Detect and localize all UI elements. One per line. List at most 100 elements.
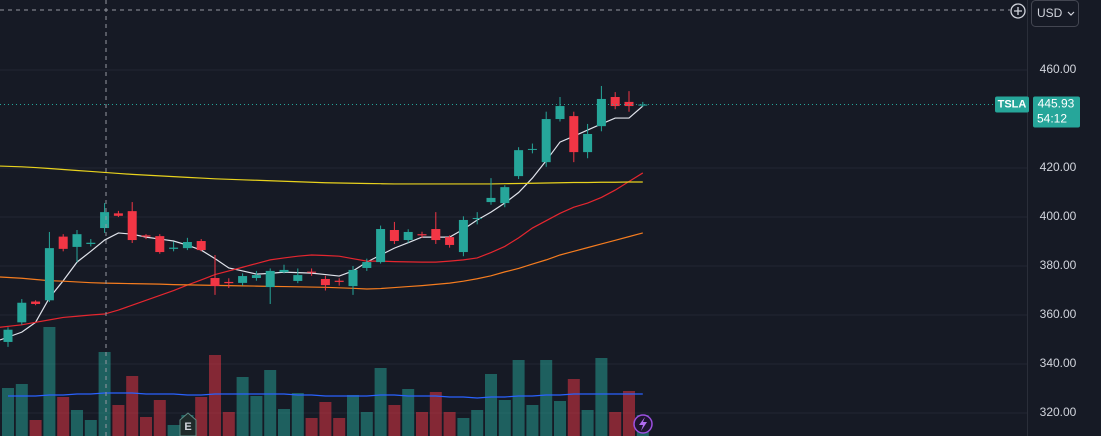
candle-body [348, 269, 358, 287]
moving-average-line [0, 172, 644, 328]
candle-body [155, 236, 165, 253]
volume-bar [71, 410, 83, 436]
y-tick-label: 380.00 [1040, 258, 1077, 272]
candle-body [376, 229, 386, 263]
volume-bar [43, 327, 56, 436]
currency-chevron [1067, 11, 1075, 16]
y-tick-label: 360.00 [1040, 307, 1077, 321]
y-tick-label: 460.00 [1040, 62, 1077, 76]
volume-bar [264, 370, 277, 436]
volume-bar [319, 402, 332, 436]
volume-bar [84, 420, 97, 436]
candle-body [196, 241, 206, 251]
price-badge [1033, 96, 1080, 128]
candle-body [403, 231, 413, 241]
candle-body [86, 242, 96, 244]
volume-bar [209, 355, 221, 436]
volume-bar [388, 405, 401, 436]
lightning-icon [639, 417, 647, 431]
volume-bar [374, 368, 387, 436]
candle-body [527, 148, 537, 150]
volume-bar [250, 396, 263, 436]
volume-bar [416, 412, 428, 436]
symbol-badge [995, 96, 1029, 113]
candles [3, 85, 648, 347]
volume-bar [167, 425, 180, 436]
volume-bar [609, 412, 622, 436]
candle-body [514, 150, 524, 177]
y-tick-label: 420.00 [1040, 160, 1077, 174]
volume-bar [195, 397, 208, 436]
candle-body [3, 329, 13, 342]
candle-body [100, 212, 110, 229]
currency-label: USD [1037, 6, 1063, 20]
candle-body [362, 262, 372, 268]
volume-bar [29, 420, 42, 436]
volume-bar [498, 400, 511, 436]
volume-bar [347, 395, 359, 436]
volume-ma-line [8, 392, 643, 399]
volume-bar [57, 397, 70, 436]
volume-bar [402, 389, 415, 436]
candle-body [210, 278, 220, 287]
price-scale: 460.00 420.00 400.00 380.00 360.00 340.00 320.… [1040, 62, 1077, 419]
candle-body [58, 236, 68, 249]
candle-body [555, 106, 565, 120]
candle-body [113, 213, 123, 216]
candle-body [389, 230, 399, 242]
earnings-badge [179, 412, 197, 436]
volume-bar [554, 401, 566, 436]
moving-average-line [0, 165, 643, 185]
volume-bar [333, 418, 346, 436]
volume-bar [222, 412, 235, 436]
volume-pane [2, 327, 649, 436]
overlay: E [0, 104, 1027, 436]
volume-bar [567, 379, 580, 436]
volume-bar [305, 418, 318, 436]
candle-body [500, 187, 510, 204]
countdown-label: 54:12 [1037, 112, 1067, 126]
volume-bar [278, 409, 290, 436]
candle-body [472, 218, 482, 219]
candle-body [17, 302, 27, 323]
currency-button[interactable] [1031, 0, 1079, 27]
candle-body [610, 96, 620, 107]
candle-body [596, 98, 606, 127]
candle-body [486, 197, 496, 203]
earnings-label: E [184, 421, 191, 433]
candle-body [583, 133, 593, 153]
volume-bar [140, 417, 152, 436]
last-price-label: 445.93 [1038, 97, 1075, 111]
add-button[interactable] [1010, 3, 1026, 19]
volume-bar [98, 352, 111, 436]
y-tick-label: 320.00 [1040, 405, 1077, 419]
candle-body [182, 242, 192, 249]
candle-body [293, 275, 303, 281]
volume-bar [291, 393, 304, 436]
volume-bar [540, 360, 553, 436]
candle-body [279, 269, 289, 273]
candle-body [127, 211, 137, 241]
candle-body [265, 270, 275, 288]
candle-body [251, 275, 261, 279]
candle-body [169, 247, 179, 249]
candle-body [320, 278, 330, 286]
y-tick-label: 400.00 [1040, 209, 1077, 223]
candle-body [72, 234, 82, 247]
candle-body [458, 219, 468, 253]
candle-body [307, 271, 317, 273]
candle-body [541, 119, 551, 163]
candle-body [224, 281, 234, 284]
add-icon [1014, 7, 1022, 15]
moving-average-line [0, 105, 644, 341]
volume-bar [512, 360, 525, 436]
volume-bar [236, 377, 249, 436]
candle-body [624, 101, 634, 107]
candle-body [638, 104, 648, 106]
volume-bar [595, 358, 608, 436]
volume-bar [126, 376, 139, 436]
volume-bar [153, 400, 166, 436]
volume-bar [485, 374, 497, 436]
candle-body [44, 248, 54, 301]
candle-body [569, 116, 579, 153]
